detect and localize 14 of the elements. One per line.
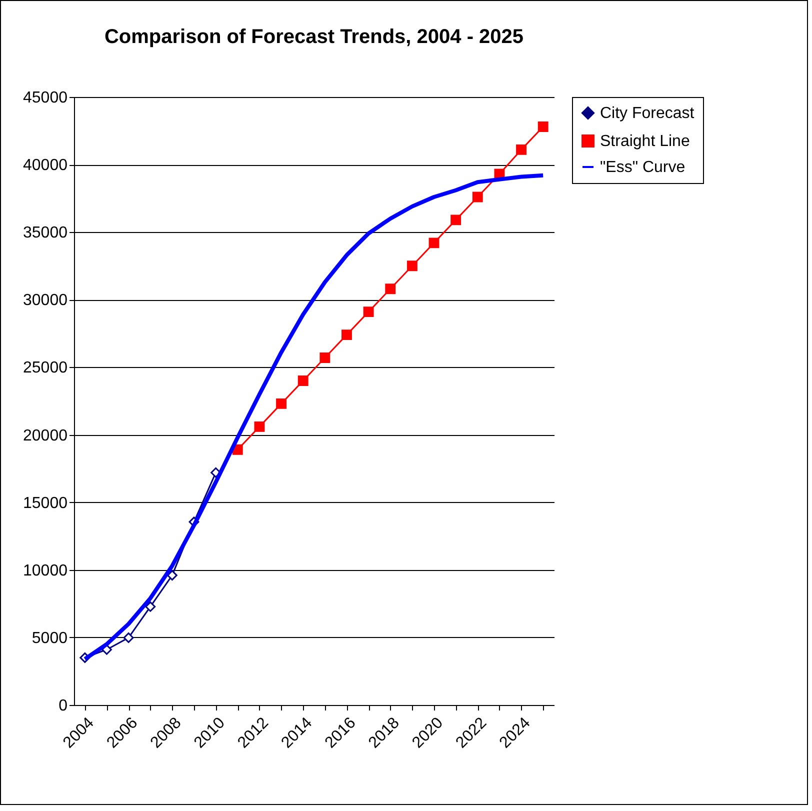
y-tick-label: 45000 [23,90,68,106]
y-tick-label: 40000 [23,157,68,174]
y-tick-label: 30000 [23,292,68,310]
legend-label: Straight Line [600,133,690,150]
y-tick-label: 10000 [23,562,68,580]
y-tick-label: 25000 [23,360,68,377]
y-tick-label: 0 [58,698,68,714]
legend-label: City Forecast [600,105,695,122]
y-tick-label: 35000 [23,224,68,242]
chart-title: Comparison of Forecast Trends, 2004 - 2025 [104,26,524,48]
y-tick-label: 15000 [23,494,68,512]
legend-label: "Ess" Curve [600,159,686,176]
y-tick-label: 5000 [32,630,68,647]
y-tick-label: 20000 [23,427,68,444]
